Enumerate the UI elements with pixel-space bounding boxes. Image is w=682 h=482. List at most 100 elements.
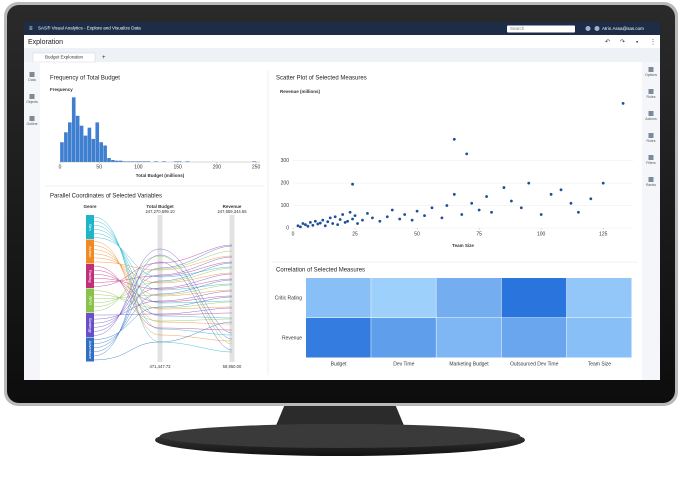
bar [252, 161, 256, 162]
axis-bar [229, 215, 235, 362]
point [559, 188, 563, 192]
point [331, 222, 335, 225]
point [549, 192, 553, 196]
panel-label: Roles [647, 95, 656, 99]
point [423, 214, 426, 218]
point [346, 219, 349, 223]
bar [67, 122, 72, 162]
point [398, 217, 402, 221]
help-icon[interactable] [585, 26, 591, 31]
panel-icon[interactable] [648, 155, 654, 160]
panel-label: Outline [26, 122, 37, 126]
line [93, 273, 233, 303]
bar [99, 142, 103, 162]
toolbar [24, 35, 660, 48]
point [589, 197, 593, 201]
bar [83, 135, 88, 162]
point [577, 210, 580, 214]
y-category: Critic Rating [275, 295, 302, 301]
add-tab[interactable]: + [102, 55, 106, 61]
line [93, 254, 233, 357]
x-tick-label: 0 [59, 164, 62, 170]
cell [501, 318, 567, 358]
x-axis-label: Total Budget (millions) [136, 173, 185, 178]
axis-name: Revenue [223, 204, 242, 209]
panel-icon[interactable] [648, 133, 654, 138]
y-tick-label: 100 [281, 203, 290, 209]
bar [71, 97, 76, 162]
panel-icon[interactable] [29, 116, 35, 121]
point [527, 181, 531, 185]
point [490, 210, 493, 214]
line [93, 244, 233, 287]
chart-title: Scatter Plot of Selected Measures [276, 76, 367, 82]
bar [60, 142, 64, 162]
genre-label: Racing [88, 270, 93, 282]
x-axis-label: Team Size [452, 243, 474, 248]
redo[interactable]: ↷ [620, 39, 625, 46]
point [341, 213, 345, 216]
point [410, 218, 414, 222]
point [301, 222, 305, 225]
x-category: Team Size [588, 361, 612, 367]
chart-title: Parallel Coordinates of Selected Variabl… [50, 194, 162, 200]
y-tick-label: 0 [286, 225, 289, 231]
point [415, 209, 419, 213]
more[interactable]: ⋮ [650, 40, 656, 46]
axis-max: 247,659,344.65 [217, 209, 247, 214]
panel-label: Rules [647, 139, 656, 143]
user-icon[interactable] [594, 26, 600, 31]
panel-icon[interactable] [648, 89, 654, 94]
genre-label: Sim [88, 224, 93, 232]
menu-icon[interactable]: ≡ [29, 26, 33, 32]
point [460, 213, 464, 216]
axis-name: Genre [83, 204, 97, 209]
point [361, 218, 364, 222]
bar [118, 160, 123, 162]
bar [115, 160, 119, 162]
right-panel [642, 62, 660, 380]
panel-icon[interactable] [29, 72, 35, 77]
tab[interactable] [32, 52, 96, 63]
search-box[interactable] [507, 25, 575, 33]
point [519, 206, 523, 210]
panel-icon[interactable] [648, 111, 654, 116]
cell [371, 318, 436, 358]
line [93, 267, 233, 304]
panel-icon[interactable] [648, 67, 654, 72]
cell [566, 318, 632, 358]
point [371, 216, 374, 220]
bar [95, 122, 100, 162]
genre-label: Adventure [88, 341, 93, 360]
point [465, 152, 469, 156]
panel-icon[interactable] [648, 177, 654, 182]
point [378, 219, 382, 223]
panel-label: Data [28, 78, 35, 82]
panel-icon[interactable] [29, 94, 35, 99]
x-tick-label: 150 [173, 164, 182, 170]
line [93, 261, 233, 283]
save[interactable]: ▪ [636, 40, 638, 46]
point [333, 215, 337, 219]
x-tick-label: 0 [292, 231, 295, 237]
axis-name: Total Budget [146, 204, 174, 209]
axis-bar [157, 215, 163, 362]
point [601, 181, 605, 185]
point [338, 218, 342, 221]
line [93, 269, 233, 316]
x-tick-label: 100 [537, 231, 546, 237]
point [569, 201, 573, 205]
undo[interactable]: ↶ [605, 39, 610, 46]
x-tick-label: 50 [96, 164, 102, 170]
panel-label: Objects [26, 100, 38, 104]
point [311, 223, 315, 227]
panel-label: Filters [646, 161, 656, 165]
left-panel [24, 62, 40, 380]
cell [436, 318, 502, 358]
point [621, 101, 625, 105]
x-tick-label: 100 [134, 164, 143, 170]
search-placeholder: Search [510, 26, 525, 31]
line [93, 257, 233, 284]
bar [64, 132, 68, 162]
